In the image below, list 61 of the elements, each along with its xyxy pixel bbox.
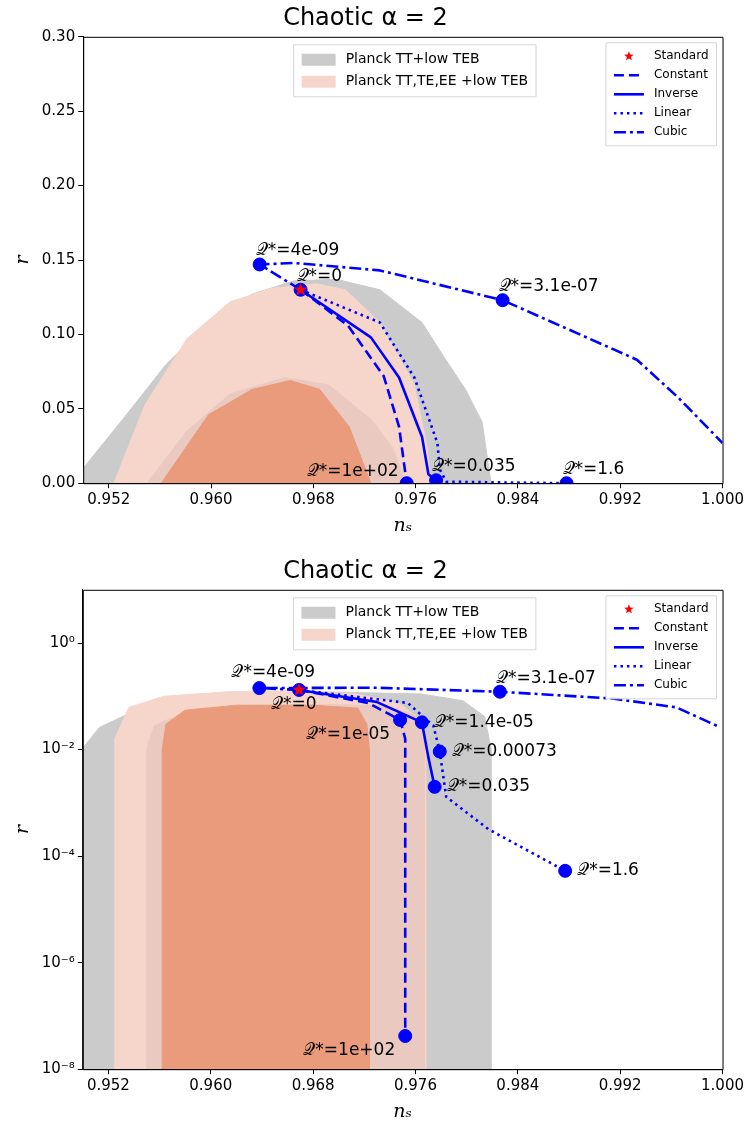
legend-label: Standard <box>653 48 709 63</box>
legend-label: Cubic <box>653 124 688 139</box>
annotation: 𝒬*=1e+02 <box>303 1038 396 1059</box>
y-tick-label: 0.05 <box>41 398 76 417</box>
x-tick-label: 0.960 <box>189 1076 233 1095</box>
annotation: 𝒬*=1e+02 <box>306 460 399 481</box>
y-tick-label: 0.00 <box>41 473 76 492</box>
y-axis-title: r <box>10 823 33 835</box>
annotation: 𝒬*=0.035 <box>446 775 531 796</box>
x-axis-title: nₛ <box>393 512 413 535</box>
annotation: 𝒬*=1.6 <box>577 859 639 880</box>
x-tick-label: 0.968 <box>291 490 335 509</box>
legend-label: Linear <box>653 658 692 673</box>
y-tick-label: 10⁻² <box>41 739 75 758</box>
annotation: 𝒬*=4e-09 <box>255 239 340 260</box>
x-tick-label: 0.968 <box>291 1076 335 1095</box>
y-tick-label: 0.20 <box>41 175 76 194</box>
y-tick-label: 10⁰ <box>49 632 75 651</box>
y-tick-label: 0.10 <box>41 324 76 343</box>
legend-label: Cubic <box>653 677 688 692</box>
y-tick-label: 0.25 <box>41 101 76 120</box>
annotation: 𝒬*=0.00073 <box>451 739 557 760</box>
x-tick-label: 0.992 <box>598 1076 642 1095</box>
x-tick-label: 0.960 <box>189 490 233 509</box>
x-tick-label: 0.984 <box>496 490 540 509</box>
x-tick-label: 0.976 <box>393 1076 437 1095</box>
annotation: 𝒬*=0.035 <box>432 455 516 476</box>
y-tick-label: 10⁻⁴ <box>41 846 75 865</box>
x-tick-label: 0.984 <box>496 1076 540 1095</box>
annotation: 𝒬*=1.4e-05 <box>433 710 534 731</box>
chart-title: Chaotic α = 2 <box>283 555 448 584</box>
legend-label: Inverse <box>653 86 699 101</box>
annotation: 𝒬*=1e-05 <box>306 722 391 743</box>
x-tick-label: 1.000 <box>701 490 745 509</box>
legend-label: Standard <box>653 601 709 616</box>
x-tick-label: 0.992 <box>598 490 642 509</box>
legend-label: Inverse <box>653 639 699 654</box>
x-tick-label: 0.952 <box>87 490 131 509</box>
annotation: 𝒬*=0 <box>271 692 317 713</box>
legend-label: Constant <box>653 67 709 82</box>
y-tick-label: 0.15 <box>41 249 76 268</box>
legend-label: Planck TT,TE,EE +low TEB <box>345 625 528 642</box>
x-tick-label: 0.952 <box>86 1076 130 1095</box>
chart-title: Chaotic α = 2 <box>283 2 448 31</box>
annotation: 𝒬*=1.6 <box>562 458 625 479</box>
legend-label: Planck TT,TE,EE +low TEB <box>345 72 529 89</box>
annotation: 𝒬*=3.1e-07 <box>498 275 599 296</box>
y-tick-label: 10⁻⁶ <box>41 952 75 971</box>
y-axis-title: r <box>10 253 33 265</box>
x-tick-label: 1.000 <box>701 1076 745 1095</box>
legend-label: Linear <box>653 105 692 120</box>
legend-label: Planck TT+low TEB <box>345 50 480 67</box>
x-tick-label: 0.976 <box>394 490 438 509</box>
annotation: 𝒬*=3.1e-07 <box>495 666 596 687</box>
annotation: 𝒬*=4e-09 <box>231 660 316 681</box>
y-tick-label: 0.30 <box>41 26 76 45</box>
y-tick-label: 10⁻⁸ <box>41 1059 75 1078</box>
x-axis-title: nₛ <box>393 1098 412 1121</box>
annotation: 𝒬*=0 <box>296 264 343 285</box>
legend-label: Planck TT+low TEB <box>345 603 480 620</box>
legend-label: Constant <box>653 620 709 635</box>
